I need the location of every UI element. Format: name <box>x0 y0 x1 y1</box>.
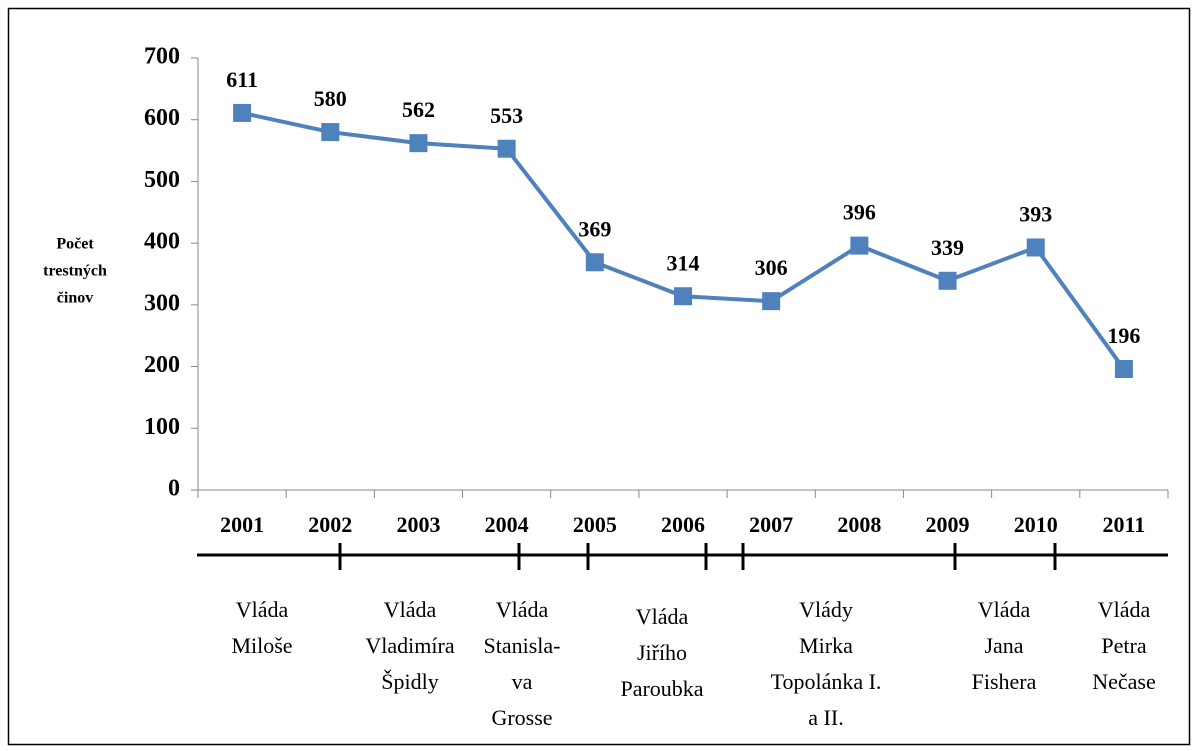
data-label: 553 <box>490 103 523 128</box>
marker <box>1114 360 1133 379</box>
y-axis-label: Počet <box>56 236 94 253</box>
government-label: Petra <box>1101 633 1146 658</box>
marker <box>938 271 957 290</box>
timeline-ticks <box>338 543 1057 570</box>
government-label: Fishera <box>972 669 1037 694</box>
x-tick-label: 2009 <box>926 512 970 537</box>
government-label: Nečase <box>1092 669 1156 694</box>
data-label: 562 <box>402 97 435 122</box>
y-tick-label: 500 <box>144 167 180 193</box>
government-label: Vláda <box>384 597 437 622</box>
marker <box>674 287 692 306</box>
government-label: Vláda <box>1098 597 1151 622</box>
marker <box>585 253 604 272</box>
chart-border <box>7 7 1191 746</box>
government-label: Špidly <box>381 669 438 694</box>
y-tick-label: 400 <box>144 229 180 255</box>
y-tick-label: 700 <box>144 44 180 70</box>
government-label: Jiřího <box>637 640 687 665</box>
government-label: Miloše <box>231 633 292 658</box>
y-tick-label: 600 <box>144 105 180 131</box>
marker <box>1026 238 1045 257</box>
x-tick-label: 2004 <box>485 512 529 537</box>
y-tick-label: 200 <box>144 352 180 378</box>
x-tick-label: 2010 <box>1014 512 1058 537</box>
marker <box>409 134 428 153</box>
y-tick-label: 0 <box>168 476 180 502</box>
x-tick-label: 2007 <box>749 512 793 537</box>
data-label: 611 <box>226 67 258 92</box>
marker <box>233 103 252 122</box>
x-tick-label: 2006 <box>661 512 705 537</box>
government-label: Stanisla- <box>484 633 561 658</box>
government-label: Vláda <box>236 597 289 622</box>
y-axis-label: činov <box>57 290 93 307</box>
x-tick-label: 2008 <box>837 512 881 537</box>
x-tick-label: 2002 <box>308 512 352 537</box>
government-label: Jana <box>984 633 1023 658</box>
x-tick-label: 2003 <box>396 512 440 537</box>
y-axis-label: trestných <box>43 263 107 280</box>
government-label: va <box>512 669 533 694</box>
government-label: Vlády <box>799 597 853 622</box>
data-label: 393 <box>1019 202 1052 227</box>
government-label: a II. <box>808 705 843 730</box>
government-label: Vláda <box>496 597 549 622</box>
marker <box>762 292 781 311</box>
x-tick-label: 2001 <box>220 512 264 537</box>
government-label: Topolánka I. <box>771 669 882 694</box>
line <box>241 110 1126 371</box>
y-tick-label: 100 <box>144 414 180 440</box>
data-label: 196 <box>1107 323 1140 348</box>
government-label: Vláda <box>636 604 689 629</box>
data-label: 396 <box>843 200 876 225</box>
marker <box>850 236 869 255</box>
marker <box>497 139 516 158</box>
marker <box>321 123 340 142</box>
government-label: Paroubka <box>620 676 703 701</box>
government-label: Vladimíra <box>365 633 454 658</box>
government-label: Mirka <box>799 633 853 658</box>
data-label: 314 <box>667 250 700 275</box>
government-label: Grosse <box>491 705 552 730</box>
x-tick-label: 2011 <box>1103 512 1146 537</box>
data-label: 306 <box>755 255 788 280</box>
x-tick-label: 2005 <box>573 512 617 537</box>
data-label: 339 <box>931 235 964 260</box>
data-label: 580 <box>314 86 347 111</box>
data-label: 369 <box>578 216 611 241</box>
government-label: Vláda <box>978 597 1031 622</box>
y-tick-label: 300 <box>144 290 180 316</box>
